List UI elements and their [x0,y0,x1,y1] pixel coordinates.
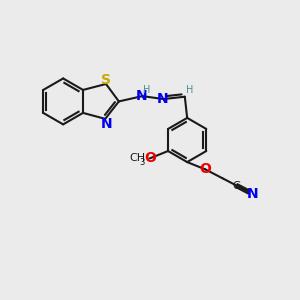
Text: N: N [101,117,112,131]
Text: 3: 3 [140,158,145,167]
Text: CH: CH [129,153,146,164]
Text: N: N [247,187,258,201]
Text: N: N [136,89,148,103]
Text: H: H [186,85,194,95]
Text: S: S [101,73,111,87]
Text: C: C [233,181,241,190]
Text: N: N [157,92,169,106]
Text: H: H [143,85,151,94]
Text: O: O [200,162,211,176]
Text: O: O [144,152,156,165]
